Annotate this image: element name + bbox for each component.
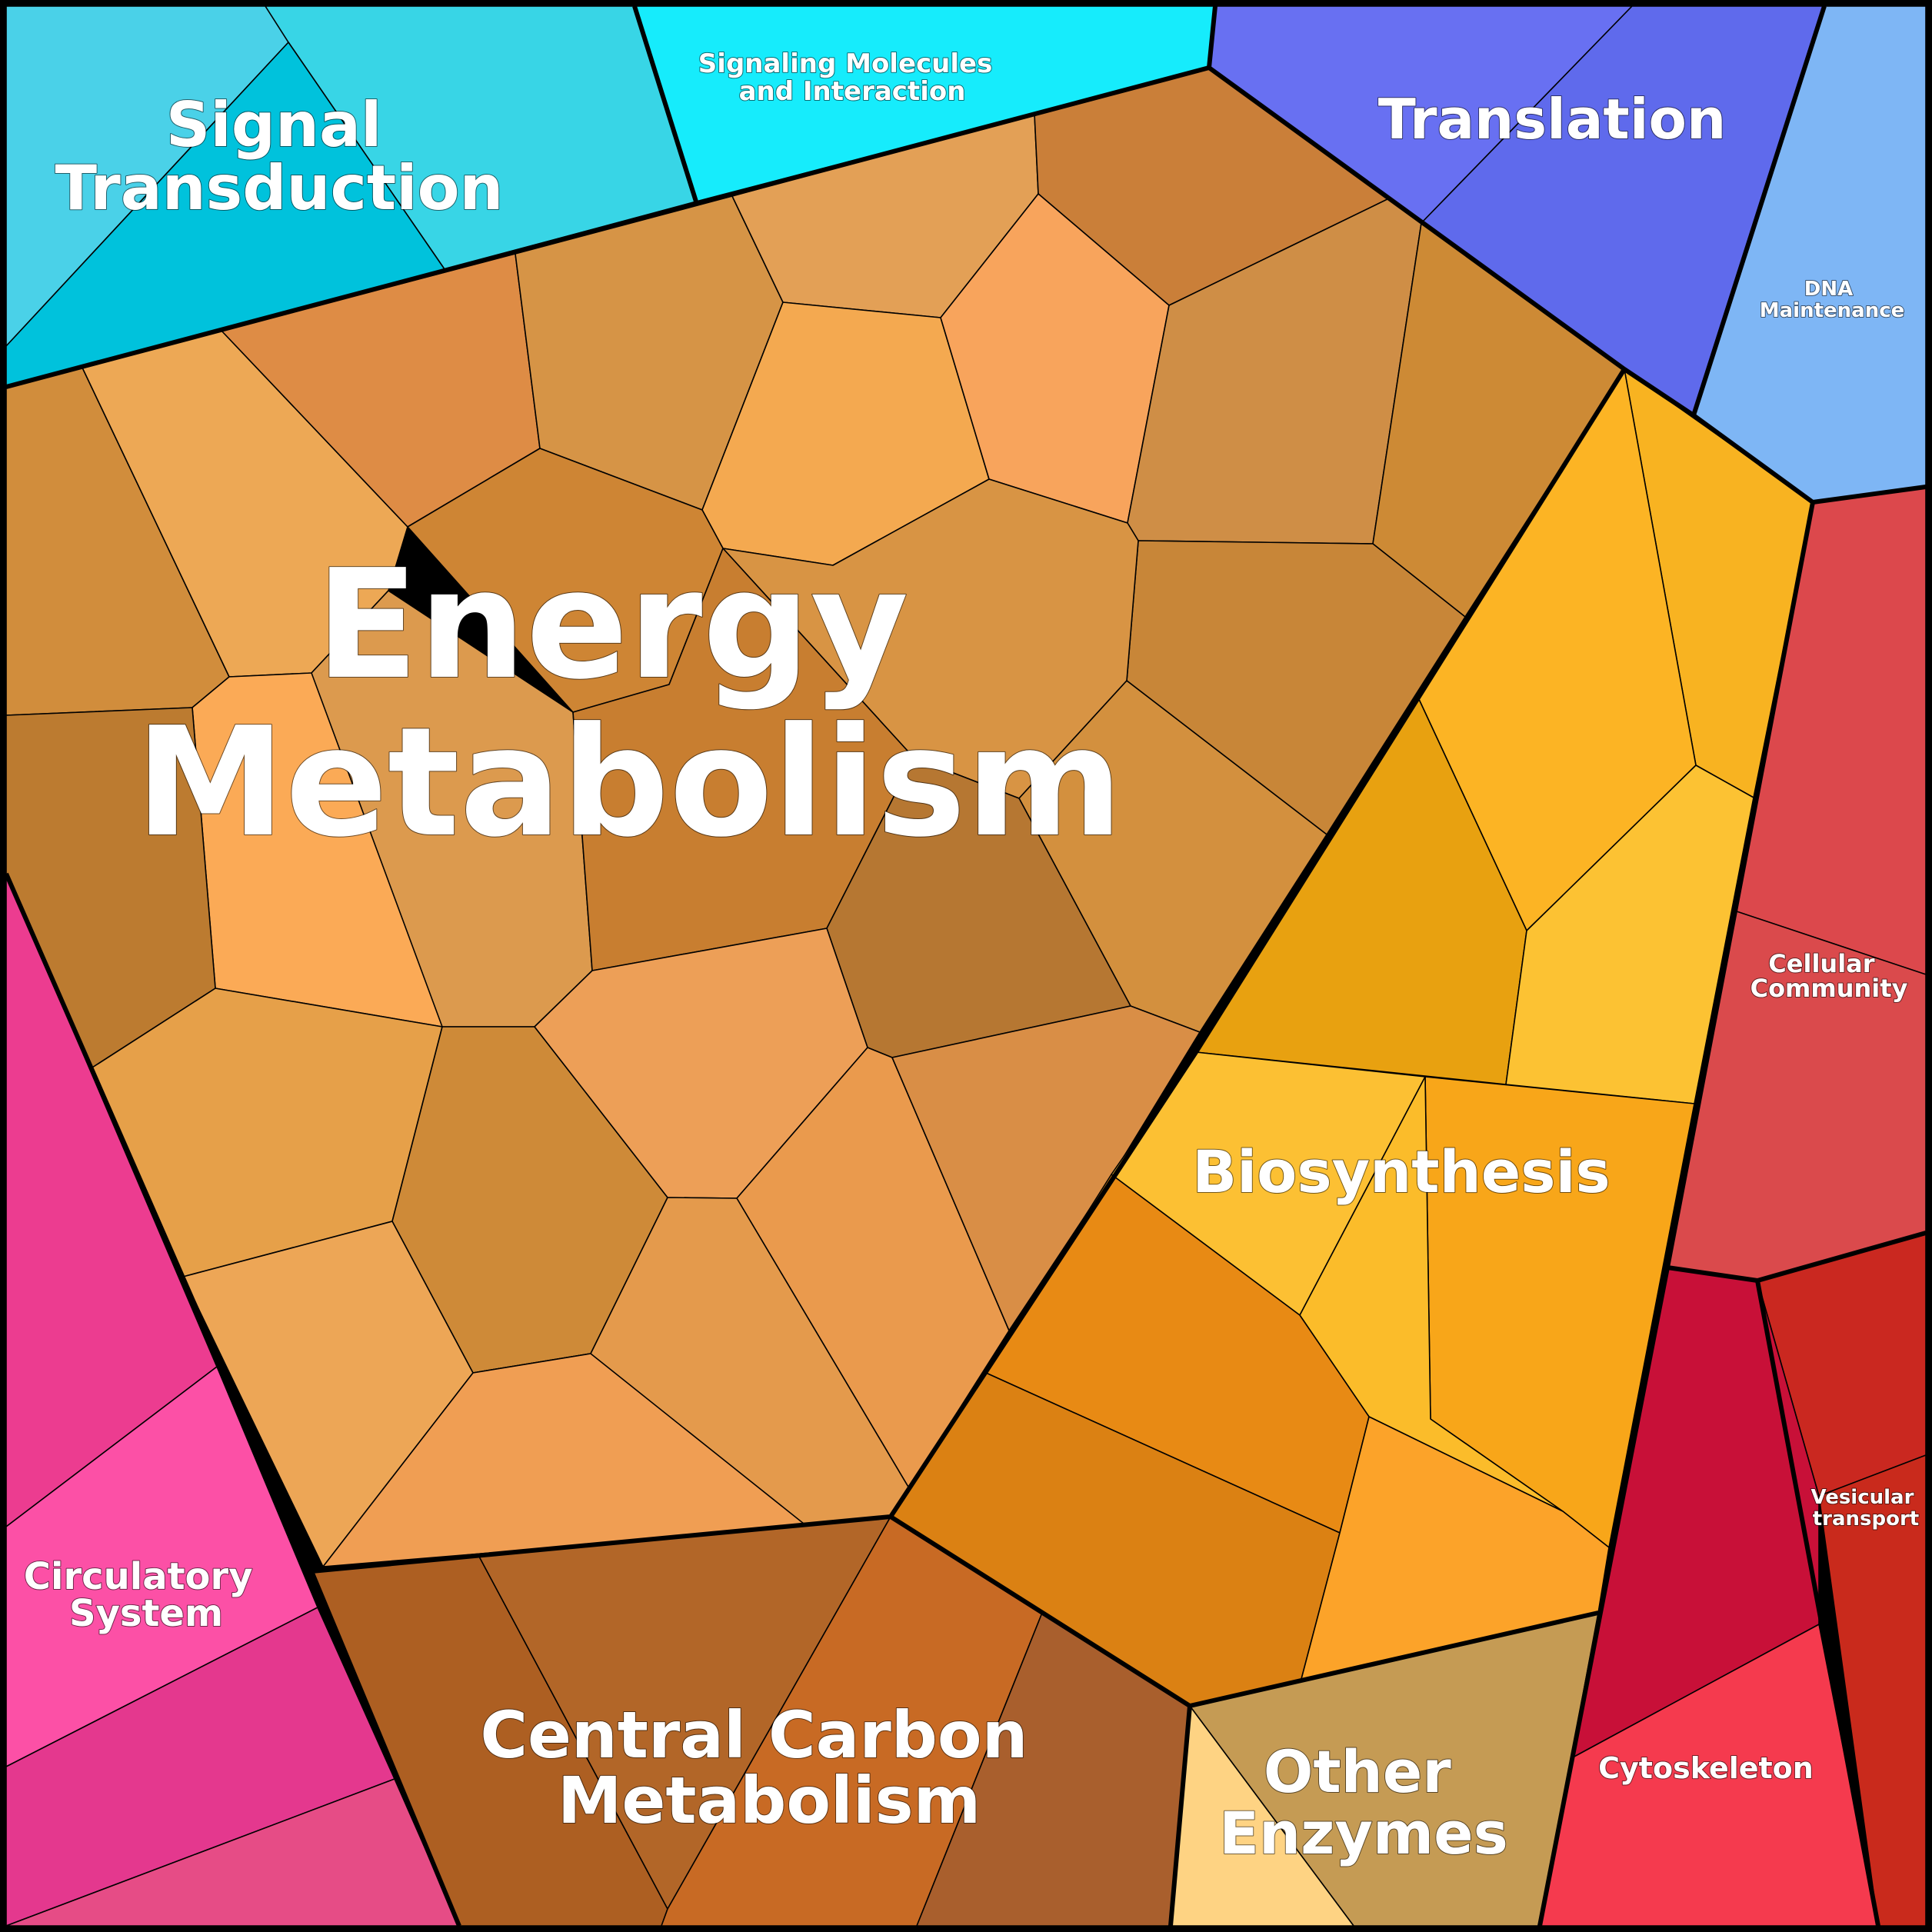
label-signaling-molecules: Signaling Molecules and Interaction <box>698 48 1001 107</box>
label-biosynthesis: Biosynthesis <box>1192 1138 1611 1206</box>
region-central-carbon-metabolism <box>311 1516 1191 1927</box>
label-translation: Translation <box>1378 87 1727 152</box>
region-energy-metabolism <box>5 67 1625 1567</box>
cell <box>1505 764 1754 1104</box>
label-circulatory-system: Circulatory System <box>24 1555 265 1635</box>
label-cellular-community: Cellular Community <box>1750 949 1908 1003</box>
region-circulatory-system <box>5 873 460 1927</box>
region-biosynthesis <box>890 368 1814 1707</box>
label-energy-metabolism: Energy Metabolism <box>135 538 1123 871</box>
region-signal-transduction <box>5 5 697 388</box>
region-vesicular-transport <box>1757 1232 1927 1927</box>
label-dna-maintenance: DNA Maintenance <box>1760 278 1905 322</box>
label-signal-transduction: Signal Transduction <box>55 89 503 224</box>
cell <box>891 1005 1201 1331</box>
labels: Energy Metabolism Signal Transduction Si… <box>23 48 1921 1868</box>
label-central-carbon-metabolism: Central Carbon Metabolism <box>480 1697 1050 1838</box>
label-cytoskeleton: Cytoskeleton <box>1598 1751 1814 1785</box>
label-other-enzymes: Other Enzymes <box>1219 1737 1508 1867</box>
label-vesicular-transport: Vesicular transport <box>1811 1486 1921 1531</box>
